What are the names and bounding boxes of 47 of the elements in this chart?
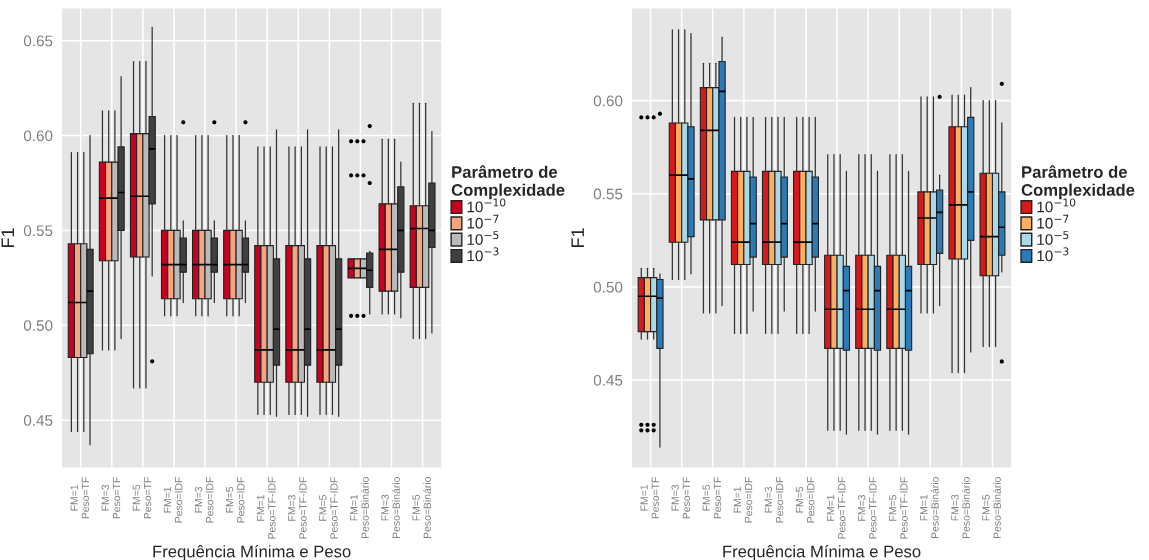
legend-label: 10$^{−3}$ (1037, 247, 1069, 262)
x-tick-label: FM=3 Peso=IDF (194, 477, 214, 523)
legend-label: 10$^{−3}$ (467, 247, 499, 262)
x-tick-label: FM=5 Peso=Binário (982, 477, 1001, 539)
y-tick-label: 0.65 (23, 35, 53, 47)
legend-label: 10$^{−5}$ (1037, 231, 1069, 245)
x-tick-label: FM=1 Peso=IDF (733, 477, 753, 523)
x-tick-label: FM=5 Peso=TF-IDF (889, 477, 908, 539)
x-tick-label: FM=1 Peso=TF (70, 477, 90, 519)
legend-label: 10$^{−7}$ (467, 214, 499, 229)
y-tick-label: 0.60 (593, 95, 623, 107)
legend-label: 10$^{−10}$ (1037, 198, 1076, 213)
x-tick-label: FM=1 Peso=Binário (920, 477, 939, 539)
y-tick-label: 0.55 (593, 188, 623, 200)
y-tick-label: 0.55 (23, 225, 53, 237)
legend-label: 10$^{−7}$ (1037, 214, 1069, 229)
y-tick-label: 0.50 (593, 281, 623, 293)
x-tick-label: FM=5 Peso=IDF (795, 477, 815, 523)
y-tick-label: 0.45 (593, 374, 623, 386)
x-tick-label: FM=3 Peso=TF (101, 477, 121, 519)
x-tick-label: FM=1 Peso=TF-IDF (826, 477, 846, 539)
x-tick-label: FM=1 Peso=TF-IDF (257, 477, 276, 539)
x-tick-label: FM=3 Peso=Binário (381, 477, 400, 539)
legend-title: Parâmetro de Complexidade (1021, 165, 1135, 200)
x-tick-label: FM=3 Peso=Binário (951, 477, 970, 539)
x-tick-label: FM=5 Peso=Binário (412, 477, 431, 539)
y-axis-title: F1 (571, 228, 584, 248)
x-tick-label: FM=5 Peso=TF-IDF (319, 477, 338, 539)
x-tick-label: FM=5 Peso=TF (132, 477, 152, 519)
legend-label: 10$^{−10}$ (467, 198, 506, 213)
y-axis-title: F1 (1, 228, 14, 248)
x-tick-label: FM=3 Peso=IDF (764, 477, 784, 523)
x-tick-label: FM=5 Peso=IDF (226, 477, 245, 523)
x-tick-label: FM=5 Peso=TF (702, 477, 722, 519)
x-axis-title: Frequência Mínima e Peso (153, 544, 351, 560)
legend-title: Parâmetro de Complexidade (451, 165, 565, 200)
y-tick-label: 0.60 (23, 130, 53, 142)
y-tick-label: 0.50 (23, 320, 53, 331)
legend-label: 10$^{−5}$ (467, 231, 499, 245)
x-axis-title: Frequência Mínima e Peso (723, 544, 921, 560)
x-tick-label: FM=3 Peso=TF (671, 477, 691, 519)
x-tick-label: FM=1 Peso=TF (640, 477, 659, 519)
y-tick-label: 0.45 (23, 415, 53, 426)
x-tick-label: FM=3 Peso=TF-IDF (288, 477, 307, 539)
x-tick-label: FM=1 Peso=Binário (350, 477, 369, 539)
x-tick-label: FM=3 Peso=TF-IDF (857, 477, 877, 539)
x-tick-label: FM=1 Peso=IDF (163, 477, 183, 523)
